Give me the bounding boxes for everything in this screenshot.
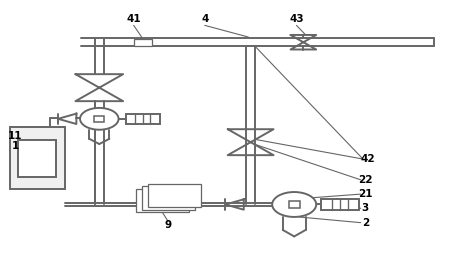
Text: 22: 22 (357, 175, 372, 185)
Text: 1: 1 (12, 141, 19, 151)
Bar (18, 140, 56, 177)
Text: 43: 43 (289, 14, 303, 24)
Text: 3: 3 (361, 203, 368, 213)
Text: 41: 41 (126, 14, 141, 24)
Circle shape (272, 192, 315, 217)
Text: 4: 4 (201, 14, 208, 24)
Bar (134, 39, 151, 46)
Bar (320, 199, 358, 210)
Bar (10, 127, 65, 189)
Circle shape (80, 108, 118, 130)
Text: 2: 2 (361, 218, 368, 228)
Bar (148, 184, 200, 207)
Bar (142, 186, 194, 210)
Text: 42: 42 (359, 154, 374, 164)
Bar (94, 116, 104, 122)
Text: 11: 11 (8, 131, 22, 141)
Bar (125, 114, 160, 124)
Bar (288, 201, 299, 207)
Text: 21: 21 (357, 189, 372, 199)
Text: 9: 9 (164, 220, 171, 230)
Bar (136, 189, 188, 212)
